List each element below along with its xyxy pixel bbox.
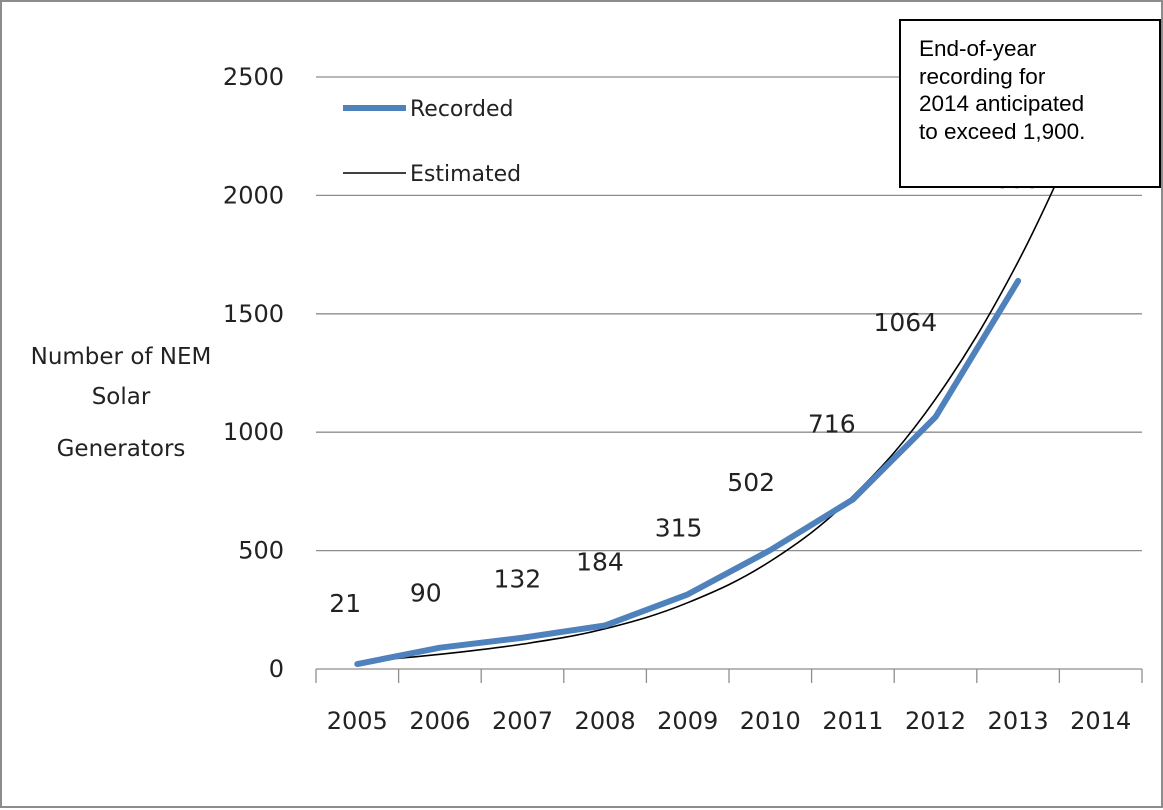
- legend: Recorded Estimated: [343, 97, 521, 187]
- series: [354, 83, 1102, 668]
- annotation-line-2: recording for: [919, 63, 1046, 89]
- y-axis-title: Number of NEM Solar Generators: [31, 344, 212, 462]
- y-tick-label: 2500: [223, 63, 284, 91]
- x-tick-label: 2013: [988, 707, 1049, 735]
- x-tick-label: 2010: [740, 707, 801, 735]
- x-tick-label: 2007: [492, 707, 553, 735]
- y-axis-title-line: Number of NEM: [31, 344, 212, 370]
- y-axis-title-line: Solar: [92, 384, 151, 410]
- x-tick-label: 2009: [657, 707, 718, 735]
- annotation-line-1: End-of-year: [919, 36, 1037, 61]
- y-tick-label: 500: [238, 537, 284, 565]
- data-label: 1064: [874, 308, 938, 337]
- data-label: 315: [655, 513, 703, 542]
- x-axis: [315, 668, 1143, 683]
- x-axis-ticks: 2005 2006 2007 2008 2009 2010 2011 2012 2013 2014: [327, 707, 1131, 735]
- y-axis-title-line: Generators: [57, 436, 186, 462]
- series-line-estimated: [357, 83, 1102, 663]
- annotation-line-4: to exceed 1,900.: [919, 118, 1086, 144]
- y-tick-label: 0: [269, 655, 284, 683]
- x-tick-label: 2014: [1070, 707, 1131, 735]
- data-label: 184: [576, 547, 624, 576]
- data-label: 132: [494, 565, 542, 594]
- y-axis-ticks: 0 500 1000 1500 2000 2500: [223, 63, 284, 683]
- x-tick-label: 2005: [327, 707, 388, 735]
- data-label: 716: [808, 409, 856, 438]
- x-tick-label: 2012: [905, 707, 966, 735]
- y-tick-label: 1000: [223, 418, 284, 446]
- data-label: 90: [410, 579, 442, 608]
- annotation-line-3: 2014 anticipated: [919, 91, 1085, 116]
- x-tick-label: 2006: [409, 707, 470, 735]
- annotation-callout: End-of-year recording for 2014 anticipat…: [899, 19, 1161, 188]
- data-label: 21: [329, 589, 361, 618]
- x-tick-label: 2008: [575, 707, 636, 735]
- legend-label-recorded: Recorded: [410, 97, 514, 122]
- y-tick-label: 2000: [223, 181, 284, 209]
- data-label: 502: [727, 468, 775, 497]
- series-line-recorded: [354, 277, 1022, 668]
- y-tick-label: 1500: [223, 300, 284, 328]
- gridlines: [316, 76, 1142, 552]
- legend-label-estimated: Estimated: [410, 162, 521, 187]
- x-tick-label: 2011: [822, 707, 883, 735]
